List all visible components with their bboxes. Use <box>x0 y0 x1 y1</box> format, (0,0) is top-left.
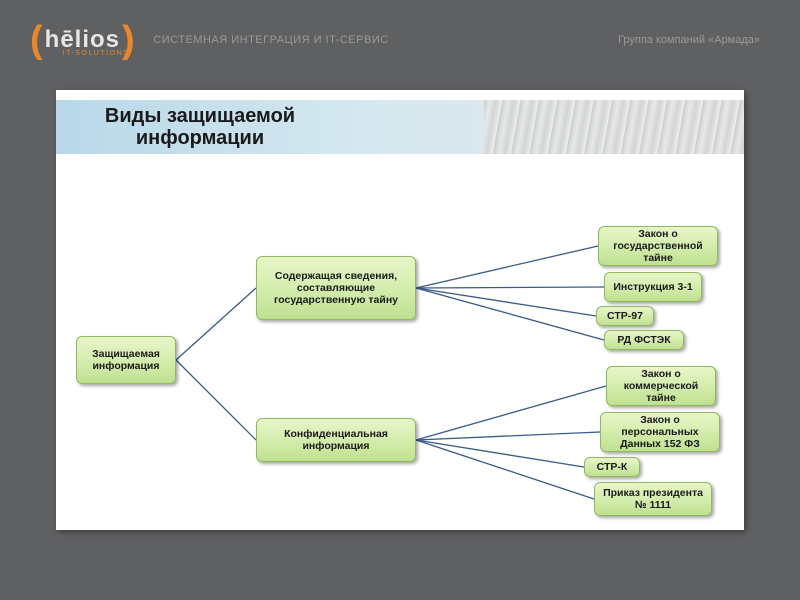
logo-subtitle: IT-SOLUTIONS <box>63 50 130 57</box>
diagram-node-t4: РД ФСТЭК <box>604 330 684 350</box>
diagram-node-b3: СТР-К <box>584 457 640 477</box>
diagram-edge <box>416 432 600 440</box>
diagram-edge <box>176 360 256 440</box>
page-header: ( hēlios ) IT-SOLUTIONS СИСТЕМНАЯ ИНТЕГР… <box>0 0 800 80</box>
logo: ( hēlios ) IT-SOLUTIONS <box>30 19 129 62</box>
title-bar: Виды защищаемой информации <box>56 100 744 154</box>
title-decorative-image <box>484 100 744 154</box>
slide: Виды защищаемой информации Защищаемая ин… <box>56 90 744 530</box>
tagline: СИСТЕМНАЯ ИНТЕГРАЦИЯ И IT-СЕРВИС <box>153 34 388 46</box>
diagram-edge <box>416 287 604 288</box>
diagram-node-b4: Приказ президента № 1111 <box>594 482 712 516</box>
diagram-node-t1: Закон о государственной тайне <box>598 226 718 266</box>
slide-title: Виды защищаемой информации <box>56 105 336 149</box>
diagram-edge <box>416 288 604 340</box>
diagram-edge <box>416 246 598 288</box>
diagram-edge <box>416 288 596 316</box>
company-label: Группа компаний «Армада» <box>618 34 760 46</box>
bracket-left-icon: ( <box>30 19 43 62</box>
diagram-node-top: Содержащая сведения, составляющие госуда… <box>256 256 416 320</box>
diagram-node-b2: Закон о персональных Данных 152 ФЗ <box>600 412 720 452</box>
diagram-edge <box>416 440 594 499</box>
diagram-edge <box>176 288 256 360</box>
diagram-node-t3: СТР-97 <box>596 306 654 326</box>
diagram-edge <box>416 440 584 467</box>
diagram-edge <box>416 386 606 440</box>
diagram-node-b1: Закон о коммерческой тайне <box>606 366 716 406</box>
diagram-node-t2: Инструкция 3-1 <box>604 272 702 302</box>
diagram-node-bot: Конфиденциальная информация <box>256 418 416 462</box>
diagram-node-root: Защищаемая информация <box>76 336 176 384</box>
diagram-canvas: Защищаемая информация Содержащая сведения… <box>56 154 744 530</box>
